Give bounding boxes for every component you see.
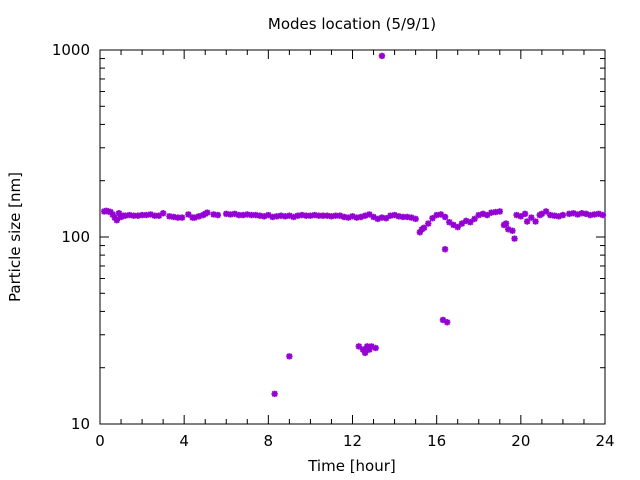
data-point — [471, 215, 478, 223]
data-point — [294, 212, 301, 219]
x-tick-label: 24 — [595, 432, 614, 450]
y-axis-label: Particle size [nm] — [6, 172, 24, 302]
data-point — [355, 343, 363, 350]
data-point — [488, 209, 495, 216]
data-point — [412, 215, 419, 223]
data-points — [101, 52, 607, 398]
data-point — [528, 214, 535, 221]
data-point — [443, 319, 451, 326]
data-point — [502, 220, 510, 227]
data-point — [599, 211, 607, 219]
data-point — [271, 390, 278, 398]
y-tick-label: 100 — [61, 228, 90, 246]
data-point — [441, 213, 449, 221]
data-point — [214, 211, 222, 219]
data-point — [204, 209, 211, 216]
data-point — [521, 210, 529, 218]
data-point — [134, 212, 142, 219]
data-point — [523, 218, 531, 225]
x-tick-label: 8 — [264, 432, 274, 450]
data-point — [509, 227, 516, 234]
data-point — [269, 213, 276, 221]
data-point — [223, 210, 230, 218]
x-axis-label: Time [hour] — [307, 457, 396, 475]
axis-ticks — [99, 50, 606, 425]
y-tick-label: 1000 — [52, 41, 90, 59]
tick-labels: 0 4 8 12 16 20 24 10 100 1000 — [52, 41, 615, 450]
data-point — [227, 211, 234, 218]
data-point — [511, 235, 518, 242]
data-point — [340, 213, 348, 221]
plot-frame — [99, 49, 606, 425]
data-point — [532, 218, 539, 225]
data-point — [496, 208, 503, 215]
x-tick-label: 12 — [343, 432, 362, 450]
data-point — [382, 215, 390, 222]
x-tick-label: 4 — [179, 432, 189, 450]
data-point — [239, 211, 247, 219]
data-point — [395, 213, 402, 220]
data-point — [425, 220, 432, 227]
data-point — [372, 344, 379, 352]
data-point — [547, 211, 554, 219]
data-point — [159, 210, 167, 217]
y-tick-label: 10 — [71, 415, 90, 433]
data-point — [178, 214, 186, 221]
data-point — [244, 211, 251, 218]
data-point — [311, 211, 318, 219]
chart-title: Modes location (5/9/1) — [268, 15, 436, 33]
data-point — [446, 218, 453, 226]
data-point — [441, 246, 449, 253]
data-point — [185, 211, 192, 218]
data-point — [286, 353, 293, 360]
data-point — [345, 214, 352, 221]
data-point — [378, 52, 386, 60]
data-point — [361, 349, 369, 357]
x-tick-label: 20 — [511, 432, 530, 450]
x-tick-label: 16 — [427, 432, 446, 450]
data-point — [307, 212, 314, 219]
data-point — [420, 224, 428, 231]
data-point — [578, 210, 586, 217]
x-tick-label: 0 — [95, 432, 105, 450]
data-point — [559, 211, 567, 219]
